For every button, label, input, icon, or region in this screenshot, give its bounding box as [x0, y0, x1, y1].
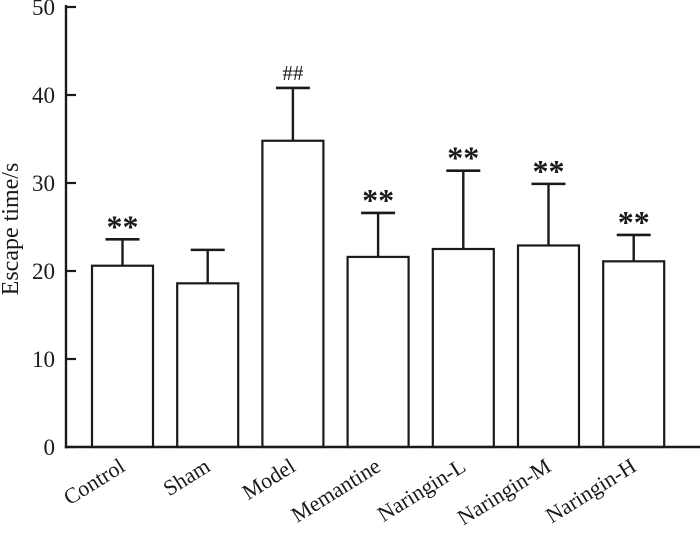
chart-render-root: ** Control Sham ## Model ** Memantine ** Naringi… [32, 0, 700, 530]
x-tick-label-sham: Sham [159, 453, 215, 501]
bar-naringin-m [516, 244, 581, 449]
x-tick-label-naringin-l: Naringin-L [373, 453, 470, 527]
bar-model [261, 139, 325, 449]
bar-naringin-l [431, 247, 495, 449]
significance-annotation-model: ## [282, 61, 304, 85]
y-tick-label-50: 50 [32, 0, 55, 20]
x-tick-label-model: Model [238, 453, 300, 505]
bar-memantine [346, 255, 410, 449]
y-tick-label-30: 30 [32, 171, 55, 196]
significance-annotation-memantine: ** [362, 182, 394, 218]
x-tick-label-control: Control [59, 453, 129, 510]
bar-naringin-h [602, 260, 666, 449]
y-tick-label-0: 0 [44, 435, 56, 460]
x-tick-label-memantine: Memantine [287, 453, 385, 527]
significance-annotation-control: ** [107, 208, 139, 244]
y-tick-label-20: 20 [32, 259, 55, 284]
significance-annotation-naringin-h: ** [618, 204, 650, 240]
x-tick-label-naringin-m: Naringin-M [453, 453, 555, 530]
bar-sham [176, 282, 240, 449]
y-axis-label: Escape time/s [0, 163, 24, 296]
bar-control [90, 264, 155, 449]
significance-annotation-naringin-m: ** [533, 153, 565, 189]
y-tick-label-40: 40 [32, 83, 55, 108]
x-tick-label-naringin-h: Naringin-H [541, 453, 640, 528]
significance-annotation-naringin-l: ** [447, 140, 479, 176]
y-tick-label-10: 10 [32, 347, 55, 372]
